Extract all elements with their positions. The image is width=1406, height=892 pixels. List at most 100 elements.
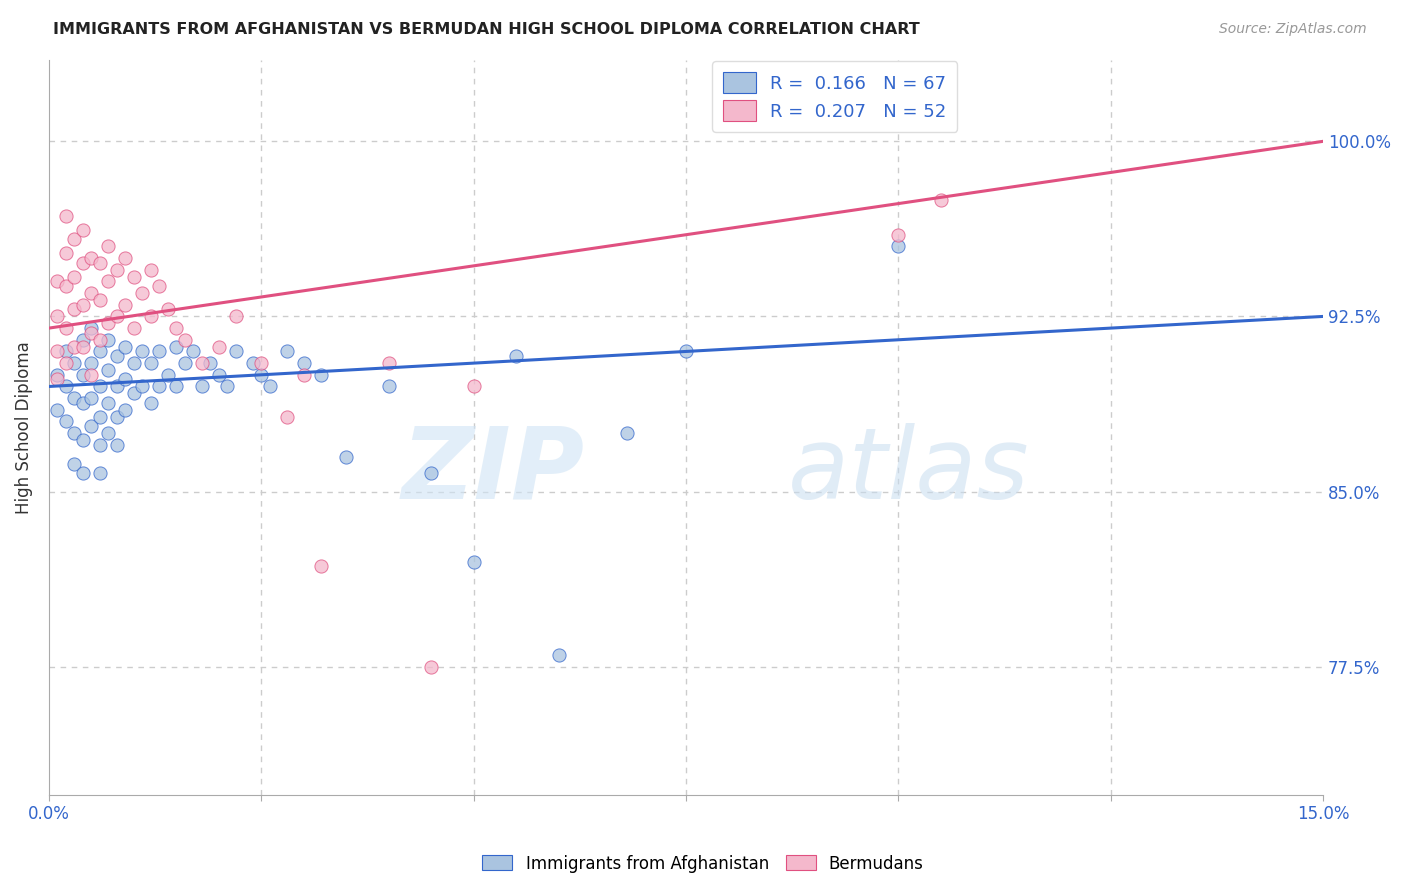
Point (276, 409, 298, 424)
Point (114, 402, 136, 417)
Point (200, 356, 222, 370)
Point (114, 298, 136, 312)
Point (173, 356, 195, 370)
Point (148, 379, 170, 393)
Point (55, 344, 77, 359)
Legend: Immigrants from Afghanistan, Bermudans: Immigrants from Afghanistan, Bermudans (475, 848, 931, 880)
Point (80, 286, 103, 301)
Point (122, 321, 145, 335)
Point (463, 379, 485, 393)
Point (63, 232, 86, 246)
Point (72, 396, 94, 410)
Point (105, 262, 128, 277)
Point (183, 344, 205, 359)
Point (46, 372, 69, 386)
Point (122, 269, 145, 284)
Point (929, 193, 952, 207)
Point (63, 269, 86, 284)
Text: IMMIGRANTS FROM AFGHANISTAN VS BERMUDAN HIGH SCHOOL DIPLOMA CORRELATION CHART: IMMIGRANTS FROM AFGHANISTAN VS BERMUDAN … (53, 22, 920, 37)
Point (675, 344, 697, 359)
Point (80, 356, 103, 370)
Point (225, 344, 247, 359)
Point (80, 251, 103, 265)
Point (55, 279, 77, 293)
Point (131, 379, 153, 393)
Point (276, 344, 298, 359)
Point (208, 368, 231, 382)
Point (148, 279, 170, 293)
Point (89, 438, 111, 452)
Point (292, 356, 315, 370)
Point (55, 321, 77, 335)
Point (80, 321, 103, 335)
Point (547, 648, 569, 662)
Point (46, 310, 69, 324)
Point (97, 317, 120, 331)
Point (63, 391, 86, 405)
Point (139, 262, 162, 277)
Point (72, 433, 94, 447)
Point (250, 356, 273, 370)
Point (225, 310, 247, 324)
Point (173, 333, 195, 347)
Point (63, 426, 86, 441)
Point (105, 379, 128, 393)
Point (89, 293, 111, 307)
Point (131, 286, 153, 301)
Point (139, 396, 162, 410)
Point (139, 310, 162, 324)
Point (165, 340, 187, 354)
Point (97, 396, 120, 410)
Point (148, 344, 170, 359)
Point (72, 298, 94, 312)
Legend: R =  0.166   N = 67, R =  0.207   N = 52: R = 0.166 N = 67, R = 0.207 N = 52 (713, 62, 957, 132)
Point (80, 391, 103, 405)
Point (377, 356, 399, 370)
Point (156, 368, 179, 382)
Point (463, 555, 485, 569)
Point (420, 659, 443, 673)
Point (259, 379, 281, 393)
Point (505, 349, 527, 363)
Point (55, 379, 77, 393)
Point (131, 344, 153, 359)
Point (335, 450, 357, 464)
Point (63, 356, 86, 370)
Point (139, 356, 162, 370)
Point (89, 344, 111, 359)
Point (122, 356, 145, 370)
Point (63, 340, 86, 354)
Text: ZIP: ZIP (401, 423, 583, 520)
Point (72, 466, 94, 480)
Point (420, 466, 443, 480)
Point (46, 344, 69, 359)
Point (208, 340, 231, 354)
Y-axis label: High School Diploma: High School Diploma (15, 341, 32, 514)
Point (191, 379, 214, 393)
Point (122, 386, 145, 401)
Text: atlas: atlas (787, 423, 1029, 520)
Point (55, 209, 77, 223)
Point (89, 256, 111, 270)
Point (72, 223, 94, 237)
Point (887, 239, 910, 253)
Point (105, 438, 128, 452)
Point (55, 246, 77, 260)
Point (97, 274, 120, 288)
Point (80, 419, 103, 434)
Point (309, 368, 332, 382)
Point (89, 466, 111, 480)
Point (46, 402, 69, 417)
Point (114, 340, 136, 354)
Point (165, 321, 187, 335)
Point (63, 457, 86, 471)
Point (105, 310, 128, 324)
Point (55, 415, 77, 429)
Point (63, 302, 86, 317)
Point (97, 363, 120, 377)
Point (165, 379, 187, 393)
Point (80, 368, 103, 382)
Point (616, 426, 638, 441)
Text: Source: ZipAtlas.com: Source: ZipAtlas.com (1219, 22, 1367, 37)
Point (309, 559, 332, 574)
